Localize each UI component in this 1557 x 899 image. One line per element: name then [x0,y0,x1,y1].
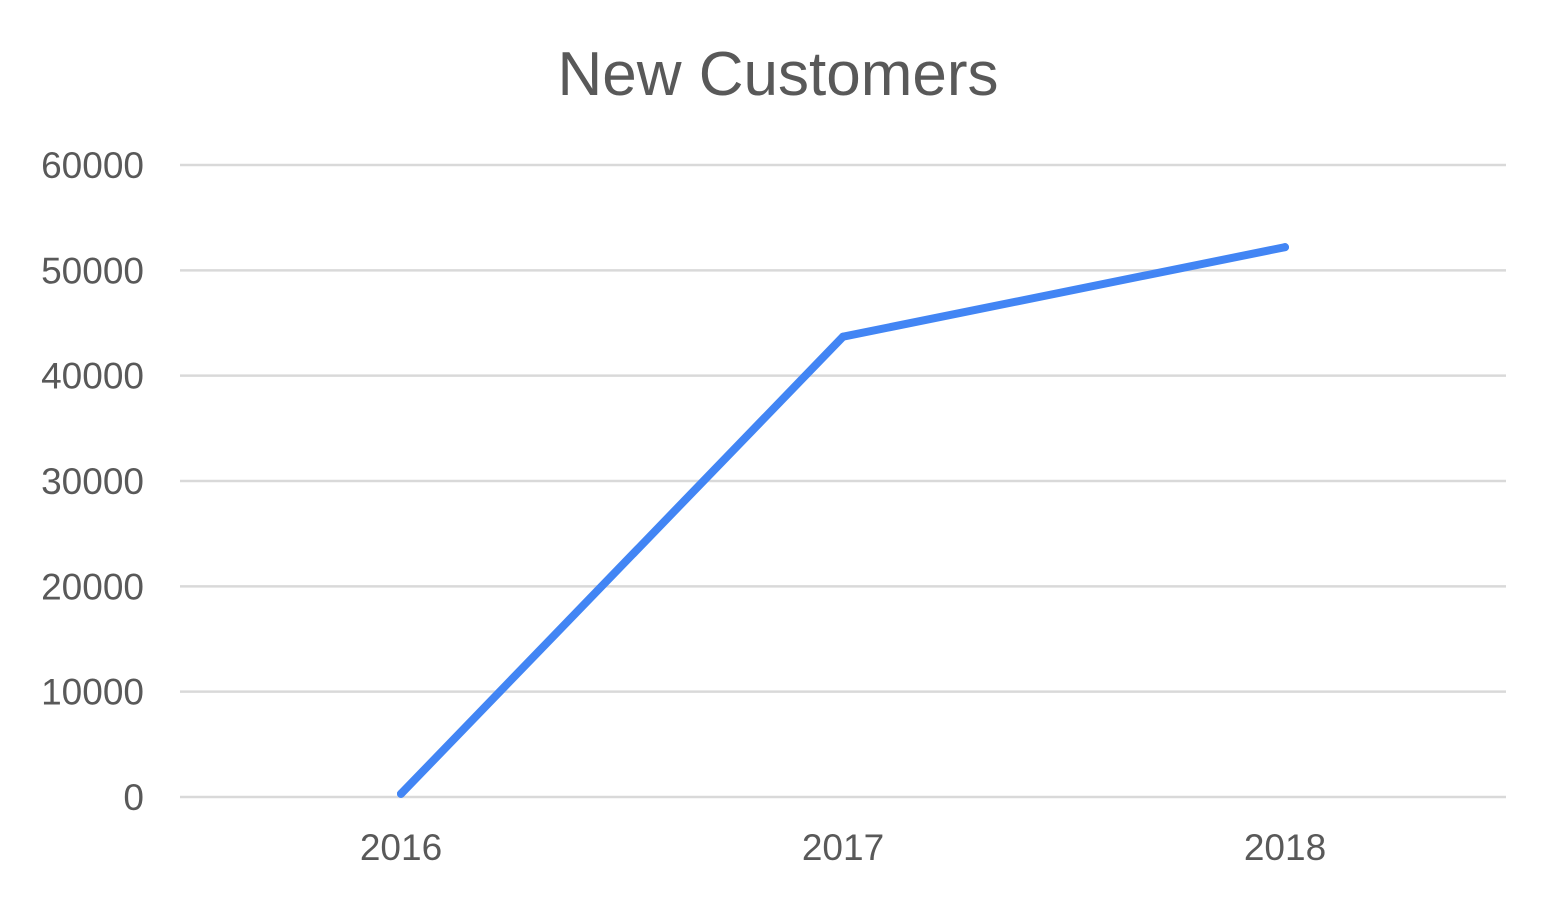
y-axis-ticks: 0 10000 20000 30000 40000 50000 60000 [41,145,144,818]
y-tick-label: 60000 [41,145,144,186]
series-line [397,243,1289,798]
x-tick-label: 2016 [360,827,442,868]
x-axis-ticks: 2016 2017 2018 [360,827,1326,868]
chart-title: New Customers [558,40,999,109]
y-tick-label: 50000 [41,250,144,291]
y-tick-label: 0 [123,777,144,818]
x-tick-label: 2018 [1244,827,1326,868]
x-tick-label: 2017 [802,827,884,868]
gridlines [180,163,1506,799]
data-point-2017 [839,332,847,341]
data-point-2018 [1281,243,1289,252]
y-tick-label: 40000 [41,356,144,397]
y-tick-label: 10000 [41,672,144,713]
data-point-2016 [397,789,405,798]
y-tick-label: 30000 [41,461,144,502]
series-layer [397,243,1289,798]
y-tick-label: 20000 [41,566,144,607]
